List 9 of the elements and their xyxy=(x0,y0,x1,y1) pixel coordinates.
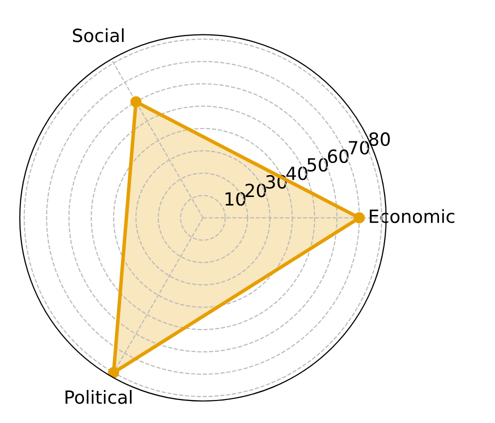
y-tick-label: 40 xyxy=(286,166,308,180)
y-tick-label: 20 xyxy=(246,184,266,198)
spoke-label: Political xyxy=(66,390,132,404)
y-tick-label: 10 xyxy=(226,192,246,206)
y-tick-label: 50 xyxy=(308,158,328,172)
y-tick-label: 70 xyxy=(348,140,370,155)
y-tick-label: 80 xyxy=(369,132,390,146)
y-tick-label: 60 xyxy=(328,149,349,164)
spoke-label: Social xyxy=(72,28,124,42)
